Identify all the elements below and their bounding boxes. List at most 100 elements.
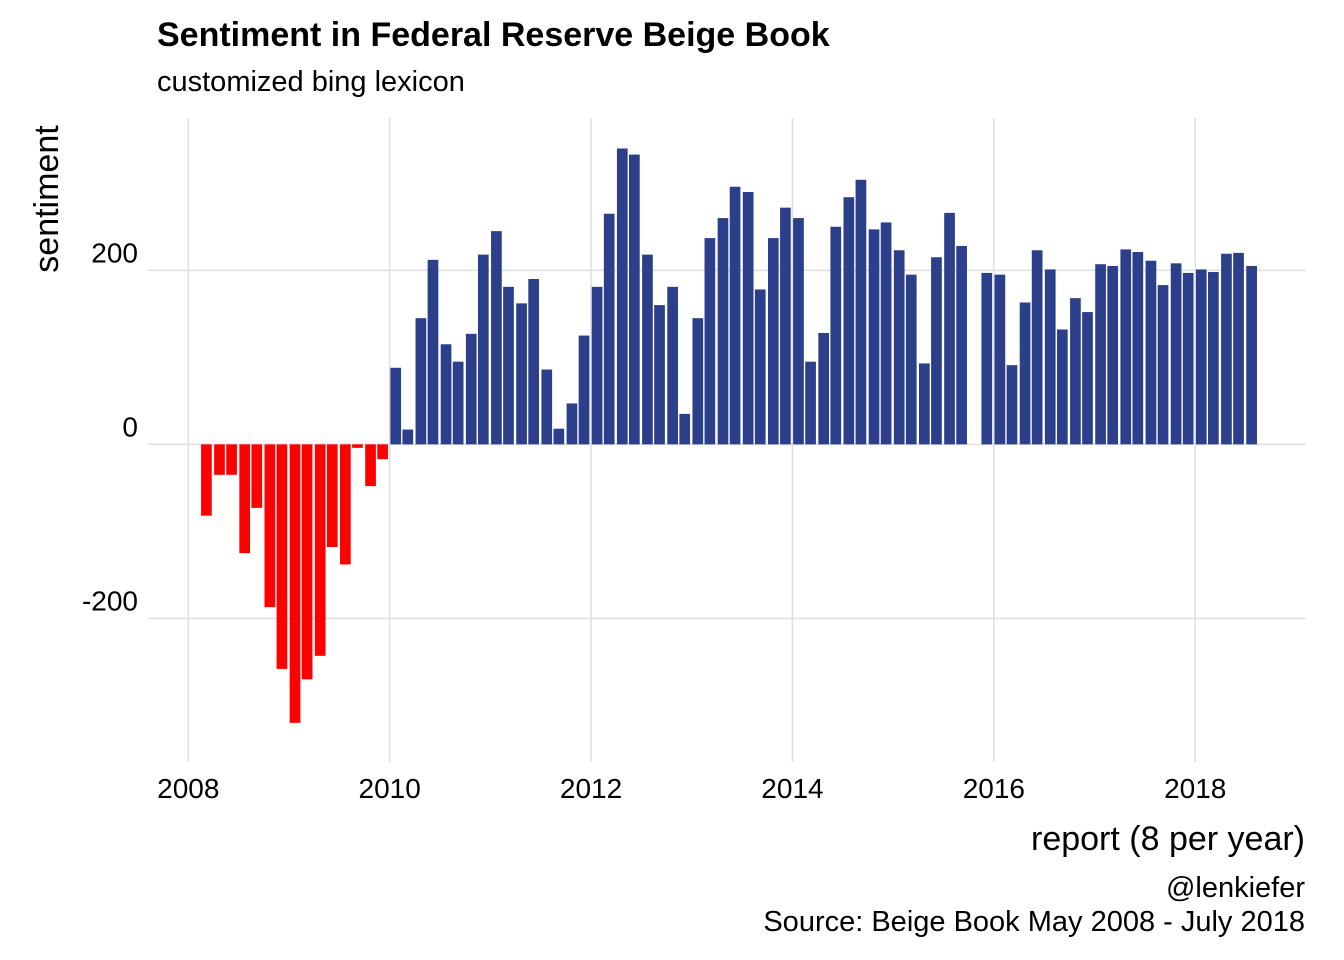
bar <box>528 279 540 445</box>
x-tick-label: 2010 <box>359 773 421 804</box>
bar <box>427 259 439 445</box>
bar <box>516 303 527 445</box>
y-tick-label: 200 <box>91 237 138 268</box>
bar <box>251 444 263 508</box>
caption-source: Source: Beige Book May 2008 - July 2018 <box>763 906 1305 938</box>
x-tick-label: 2008 <box>157 773 219 804</box>
bar <box>603 213 615 445</box>
bar <box>654 305 665 445</box>
bar <box>1006 365 1018 445</box>
bar <box>679 413 691 445</box>
bar <box>931 257 942 445</box>
bar <box>226 444 237 475</box>
bar <box>1195 269 1207 445</box>
bar <box>503 286 514 445</box>
bar <box>868 229 880 445</box>
chart-subtitle: customized bing lexicon <box>157 66 465 98</box>
bar <box>642 254 653 445</box>
bar <box>578 335 590 445</box>
bar <box>1221 253 1232 445</box>
y-tick-label: -200 <box>82 585 138 616</box>
bar <box>402 429 414 445</box>
bar <box>717 218 729 445</box>
bar <box>830 226 842 445</box>
bar <box>276 444 288 669</box>
bar <box>843 197 855 445</box>
bar <box>1019 302 1031 445</box>
bar <box>1233 252 1244 445</box>
bar <box>239 444 251 554</box>
bar <box>365 444 376 487</box>
bar <box>818 332 830 445</box>
bar <box>704 238 716 445</box>
bar <box>1056 329 1068 445</box>
bar <box>415 318 427 445</box>
bar <box>440 344 452 445</box>
bar <box>214 444 225 475</box>
bar <box>805 361 816 445</box>
bar <box>629 154 640 445</box>
bar <box>944 212 955 445</box>
x-axis-title: report (8 per year) <box>1031 820 1305 858</box>
y-axis-title: sentiment <box>28 125 66 273</box>
bar <box>477 254 489 445</box>
bar <box>919 363 930 445</box>
x-tick-label: 2016 <box>963 773 1025 804</box>
bar <box>893 250 905 445</box>
bar <box>729 186 741 445</box>
bar <box>314 444 326 656</box>
bar <box>264 444 276 608</box>
bar <box>994 274 1006 445</box>
bar <box>855 179 867 445</box>
bar <box>1246 265 1257 445</box>
bar <box>491 231 502 445</box>
bar <box>1132 252 1144 445</box>
bar <box>1182 272 1194 445</box>
bar <box>377 444 388 460</box>
y-axis-ticks: -200 0 200 <box>82 237 138 616</box>
bar <box>289 444 301 723</box>
bar <box>326 444 338 548</box>
bar <box>301 444 313 680</box>
bar <box>742 191 754 445</box>
bar <box>767 238 779 445</box>
bar <box>1031 250 1043 445</box>
bar <box>616 148 628 445</box>
bar <box>1157 285 1169 445</box>
bar <box>880 222 892 445</box>
x-axis-ticks: 2008 2010 2012 2014 2016 2018 <box>157 773 1226 804</box>
caption-handle: @lenkiefer <box>1165 872 1305 904</box>
bar <box>1095 264 1106 445</box>
bar <box>1070 298 1081 445</box>
bar <box>905 274 917 445</box>
bar <box>1082 312 1093 445</box>
bar <box>956 245 967 445</box>
bar <box>201 444 212 516</box>
bar <box>465 333 477 445</box>
bar <box>780 207 791 445</box>
chart-title: Sentiment in Federal Reserve Beige Book <box>157 16 830 54</box>
bar <box>541 369 553 445</box>
bar <box>553 428 565 445</box>
bar <box>1107 265 1119 445</box>
bar <box>754 289 766 445</box>
bar <box>352 444 363 448</box>
bar <box>452 361 464 445</box>
bar <box>981 272 993 445</box>
x-tick-label: 2014 <box>761 773 823 804</box>
bar <box>1044 269 1056 445</box>
bar <box>1170 263 1182 445</box>
x-tick-label: 2018 <box>1164 773 1226 804</box>
bar <box>591 286 603 445</box>
bar <box>340 444 351 565</box>
bars <box>201 148 1257 723</box>
bar <box>793 218 804 445</box>
bar <box>566 403 578 445</box>
x-tick-label: 2012 <box>560 773 622 804</box>
bar <box>1120 249 1132 445</box>
y-tick-label: 0 <box>122 411 138 442</box>
bar <box>1208 272 1219 445</box>
bar <box>667 286 678 445</box>
bar <box>390 367 402 445</box>
